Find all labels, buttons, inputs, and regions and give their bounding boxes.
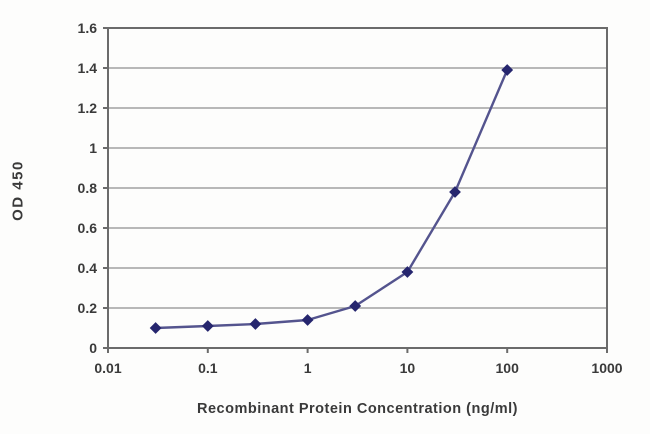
data-line <box>154 68 509 330</box>
y-tick-label: 1 <box>89 140 97 156</box>
data-point-marker <box>149 322 162 334</box>
x-tick-label: 1000 <box>591 360 622 376</box>
data-point-marker <box>401 266 414 278</box>
x-tick-label: 10 <box>400 360 416 376</box>
data-point-marker <box>449 186 461 198</box>
x-tick-label: 100 <box>496 360 520 376</box>
y-axis-title: OD 450 <box>9 160 27 221</box>
x-tick-label: 0.1 <box>198 360 218 376</box>
data-point-marker <box>301 314 314 326</box>
data-point-marker <box>501 64 514 76</box>
data-point-marker <box>249 318 262 330</box>
x-axis-title: Recombinant Protein Concentration (ng/ml… <box>197 401 518 417</box>
y-tick-label: 0 <box>89 340 97 356</box>
y-tick-label: 0.2 <box>78 300 98 316</box>
y-tick-label: 0.4 <box>78 260 98 276</box>
x-tick-label: 0.01 <box>94 360 121 376</box>
y-tick-label: 1.2 <box>78 100 98 116</box>
y-tick-label: 0.6 <box>78 220 98 236</box>
y-tick-label: 1.6 <box>78 20 98 36</box>
y-tick-label: 1.4 <box>78 60 98 76</box>
y-tick-label: 0.8 <box>78 180 98 196</box>
data-point-marker <box>201 320 214 332</box>
data-point-marker <box>349 300 362 312</box>
x-tick-label: 1 <box>304 360 312 376</box>
